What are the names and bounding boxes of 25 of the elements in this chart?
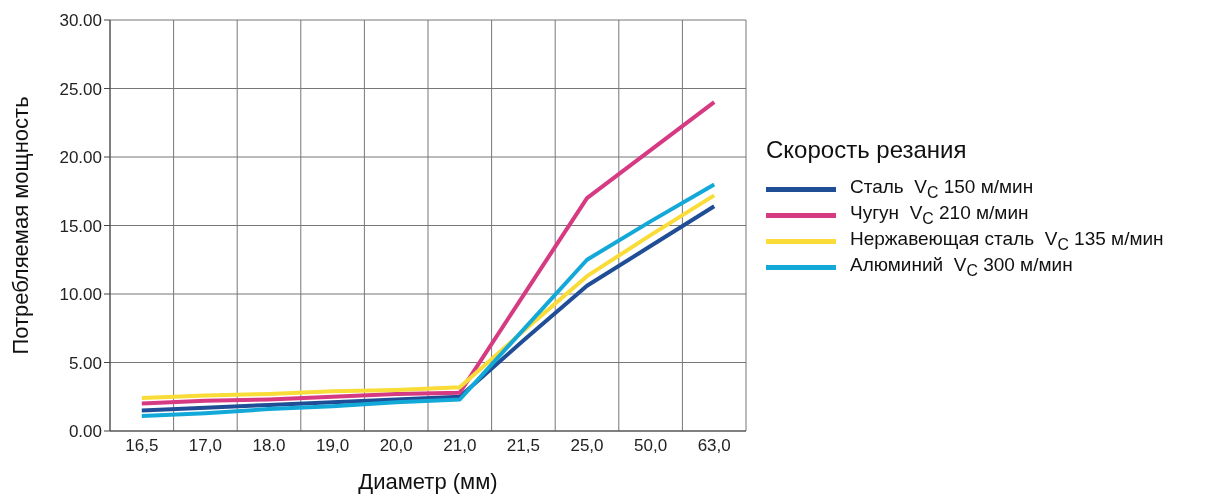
y-tick-label: 10.00 bbox=[59, 285, 102, 305]
legend-label: Нержавеющая сталь V$_{C}$ 135 м/мин bbox=[850, 228, 1164, 254]
x-tick-label: 17,0 bbox=[188, 436, 222, 456]
x-axis-title: Диаметр (мм) bbox=[358, 469, 498, 494]
y-tick-label: 5.00 bbox=[68, 353, 102, 373]
x-tick-label: 25,0 bbox=[570, 436, 604, 456]
x-tick-label: 16,5 bbox=[125, 436, 159, 456]
y-axis-title: Потребляемая мощность bbox=[7, 96, 33, 355]
x-tick-label: 20,0 bbox=[379, 436, 413, 456]
x-tick-label: 19,0 bbox=[316, 436, 350, 456]
y-tick-label: 25.00 bbox=[59, 79, 102, 99]
x-tick-label: 18.0 bbox=[252, 436, 286, 456]
y-tick-label: 30.00 bbox=[59, 11, 102, 31]
y-tick-label: 20.00 bbox=[59, 148, 102, 168]
legend-label: Алюминий V$_{C}$ 300 м/мин bbox=[850, 254, 1073, 280]
legend-label: Чугун V$_{C}$ 210 м/мин bbox=[850, 202, 1029, 228]
legend-label: Сталь V$_{C}$ 150 м/мин bbox=[850, 176, 1034, 202]
x-tick-label: 63,0 bbox=[697, 436, 731, 456]
y-tick-label: 0.00 bbox=[68, 422, 102, 442]
y-tick-label: 15.00 bbox=[59, 216, 102, 236]
x-tick-label: 21,0 bbox=[443, 436, 477, 456]
x-tick-label: 21,5 bbox=[506, 436, 540, 456]
x-tick-label: 50,0 bbox=[634, 436, 668, 456]
line-series bbox=[139, 100, 717, 406]
legend-title: Скорость резания bbox=[766, 136, 968, 164]
